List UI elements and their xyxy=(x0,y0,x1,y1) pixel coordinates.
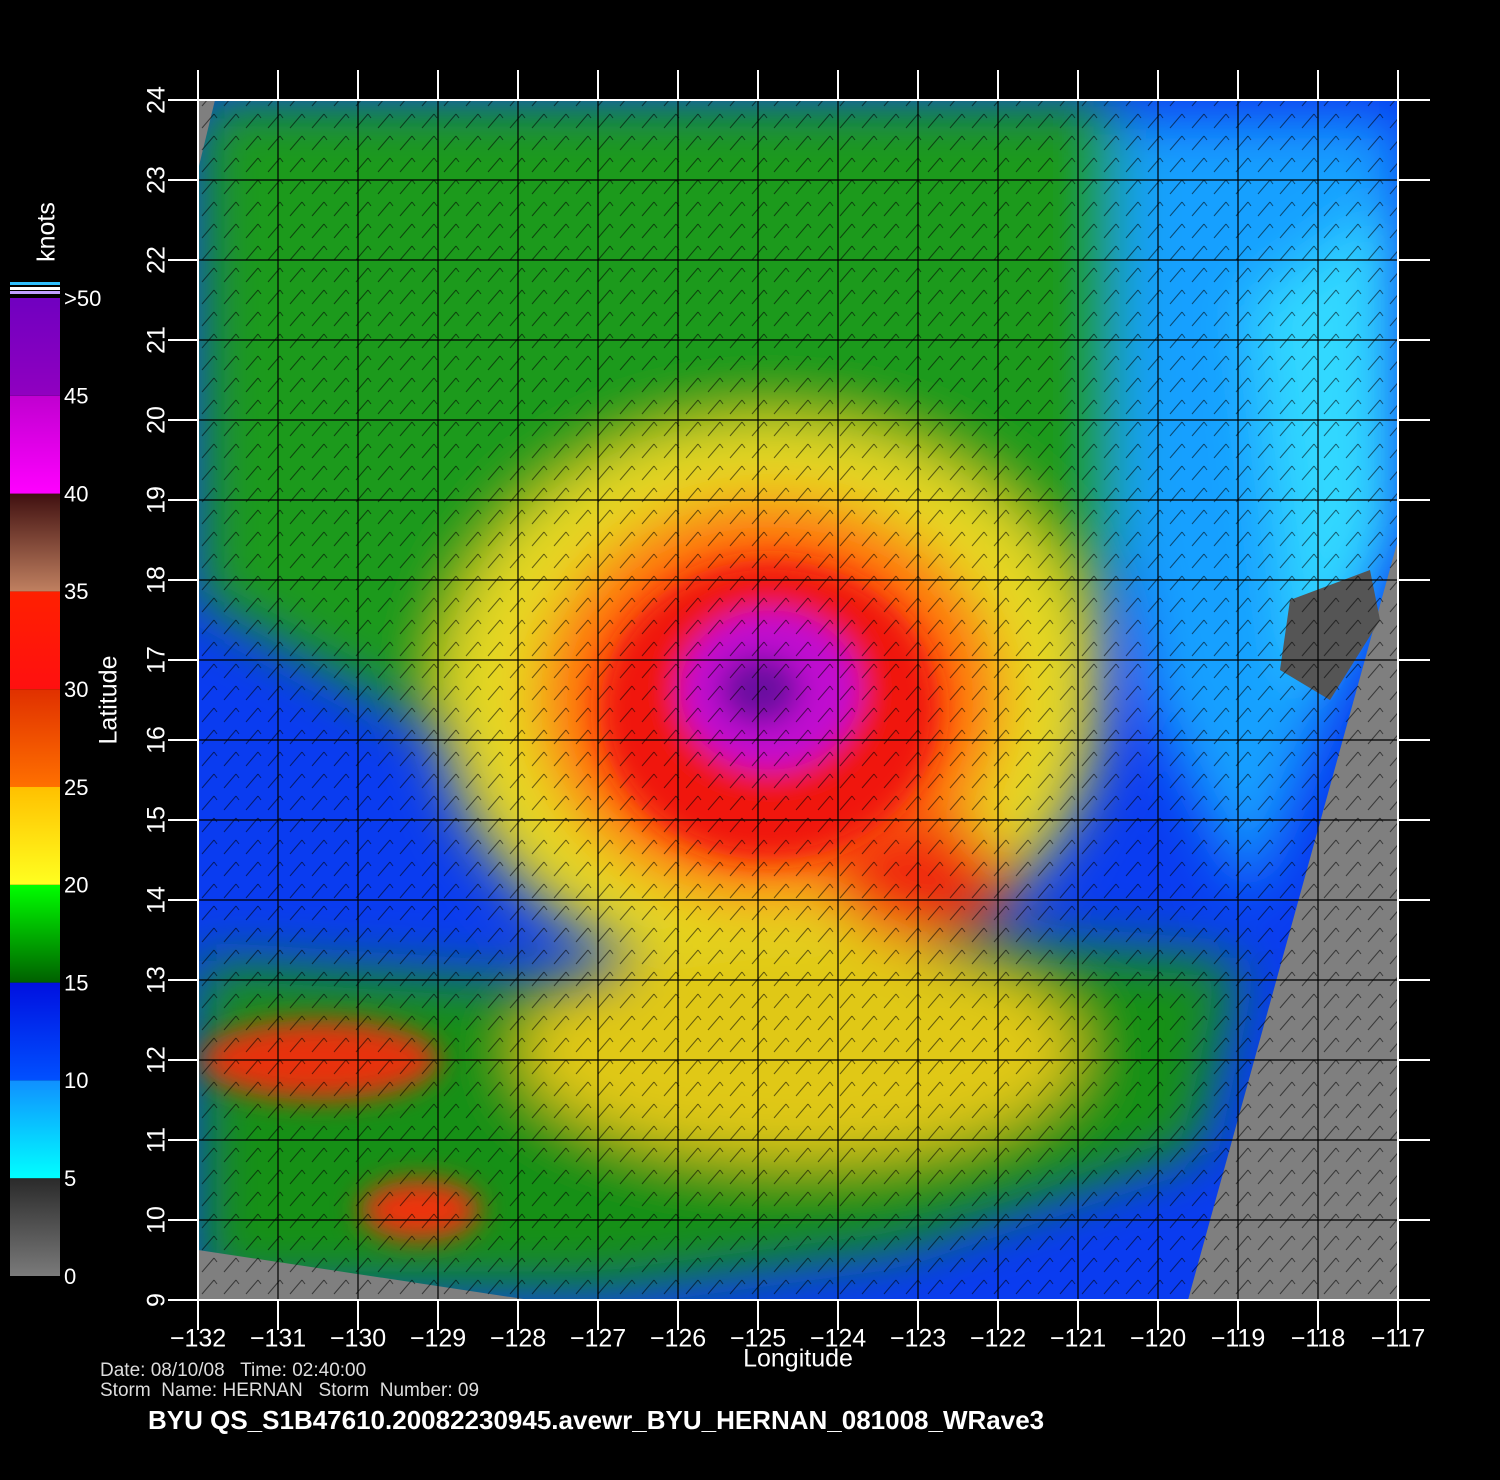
x-tick-label: −129 xyxy=(410,1325,466,1353)
file-name: BYU QS_S1B47610.20082230945.avewr_BYU_HE… xyxy=(148,1405,1044,1435)
colorbar-tick-label: 35 xyxy=(64,579,88,604)
colorbar-tick-label: 40 xyxy=(64,481,88,506)
colorbar-tick-label: 30 xyxy=(64,677,88,702)
y-tick-label: 17 xyxy=(143,646,171,674)
colorbar-tick-label: 20 xyxy=(64,873,88,898)
color-band xyxy=(10,395,60,494)
color-band xyxy=(10,591,60,690)
colorbar-cap xyxy=(10,287,60,290)
x-tick-label: −127 xyxy=(570,1325,626,1353)
x-tick-label: −121 xyxy=(1050,1325,1106,1353)
y-tick-label: 24 xyxy=(143,86,171,114)
color-band xyxy=(10,982,60,1081)
y-tick-label: 9 xyxy=(143,1293,171,1307)
y-tick-label: 23 xyxy=(143,166,171,194)
colorbar: 0 5 10 15 20 25 30 35 40 45 >50 xyxy=(10,282,101,1289)
y-tick-label: 15 xyxy=(143,806,171,834)
colorbar-tick-label: 10 xyxy=(64,1068,88,1093)
colorbar-tick-label: 0 xyxy=(64,1264,76,1289)
x-tick-label: −125 xyxy=(730,1325,786,1353)
y-tick-label: 22 xyxy=(143,246,171,274)
colorbar-tick-label: 45 xyxy=(64,384,88,409)
y-axis-label: Latitude xyxy=(95,656,123,745)
x-tick-label: −123 xyxy=(890,1325,946,1353)
x-tick-label: −130 xyxy=(330,1325,386,1353)
color-band xyxy=(10,1178,60,1276)
x-tick-label: −126 xyxy=(650,1325,706,1353)
axes: −132 −131 −130 −129 −128 −127 −126 −125 −124 −123… xyxy=(143,70,1430,1353)
date-time: Date: 08/10/08 Time: 02:40:00 xyxy=(100,1360,366,1381)
color-band xyxy=(10,884,60,983)
colorbar-title: knots xyxy=(33,202,61,262)
storm-info: Storm Name: HERNAN Storm Number: 09 xyxy=(100,1380,479,1401)
x-tick-label: −119 xyxy=(1211,1325,1265,1353)
color-band xyxy=(10,689,60,787)
x-tick-label: −131 xyxy=(250,1325,306,1353)
y-tick-label: 18 xyxy=(143,566,171,594)
y-tick-label: 10 xyxy=(143,1206,171,1234)
y-tick-label: 19 xyxy=(143,486,171,514)
color-band xyxy=(10,1080,60,1179)
x-tick-label: −120 xyxy=(1130,1325,1186,1353)
colorbar-cap xyxy=(10,291,60,294)
color-band xyxy=(10,493,60,592)
y-tick-label: 13 xyxy=(143,966,171,994)
x-tick-label: −122 xyxy=(970,1325,1026,1353)
x-tick-label: −118 xyxy=(1291,1325,1345,1353)
y-tick-label: 21 xyxy=(143,326,171,354)
x-tick-label: −128 xyxy=(490,1325,546,1353)
colorbar-cap xyxy=(10,282,60,285)
y-tick-label: 11 xyxy=(143,1127,171,1153)
colorbar-tick-label: 5 xyxy=(64,1166,76,1191)
colorbar-tick-label: 15 xyxy=(64,970,88,995)
colorbar-tick-label: >50 xyxy=(64,286,101,311)
y-tick-label: 14 xyxy=(143,886,171,914)
x-tick-label: −132 xyxy=(170,1325,226,1353)
x-axis-label: Longitude xyxy=(743,1345,853,1373)
colorbar-tick-label: 25 xyxy=(64,775,88,800)
y-tick-label: 20 xyxy=(143,406,171,434)
y-tick-label: 12 xyxy=(143,1046,171,1074)
wind-field xyxy=(198,100,1398,1300)
x-tick-label: −117 xyxy=(1371,1325,1425,1353)
x-tick-label: −124 xyxy=(810,1325,866,1353)
y-tick-label: 16 xyxy=(143,726,171,754)
color-band xyxy=(10,787,60,885)
color-band xyxy=(10,298,60,396)
